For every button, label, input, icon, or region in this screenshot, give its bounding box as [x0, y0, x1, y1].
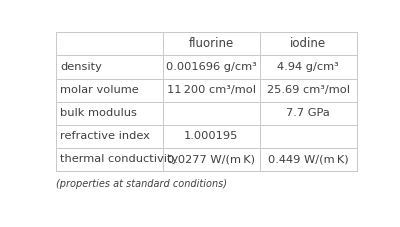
Text: refractive index: refractive index [60, 131, 150, 141]
Text: bulk modulus: bulk modulus [60, 108, 137, 118]
Text: 4.94 g/cm³: 4.94 g/cm³ [278, 62, 339, 72]
Text: molar volume: molar volume [60, 85, 139, 95]
Text: fluorine: fluorine [189, 37, 234, 50]
Text: iodine: iodine [290, 37, 326, 50]
Text: 1.000195: 1.000195 [184, 131, 238, 141]
Text: 25.69 cm³/mol: 25.69 cm³/mol [267, 85, 350, 95]
Text: 0.0277 W/(m K): 0.0277 W/(m K) [167, 154, 255, 164]
Text: 11 200 cm³/mol: 11 200 cm³/mol [167, 85, 256, 95]
Text: 7.7 GPa: 7.7 GPa [286, 108, 330, 118]
Text: thermal conductivity: thermal conductivity [60, 154, 178, 164]
Text: 0.001696 g/cm³: 0.001696 g/cm³ [166, 62, 257, 72]
Text: (properties at standard conditions): (properties at standard conditions) [56, 179, 227, 189]
Text: density: density [60, 62, 102, 72]
Text: 0.449 W/(m K): 0.449 W/(m K) [268, 154, 349, 164]
